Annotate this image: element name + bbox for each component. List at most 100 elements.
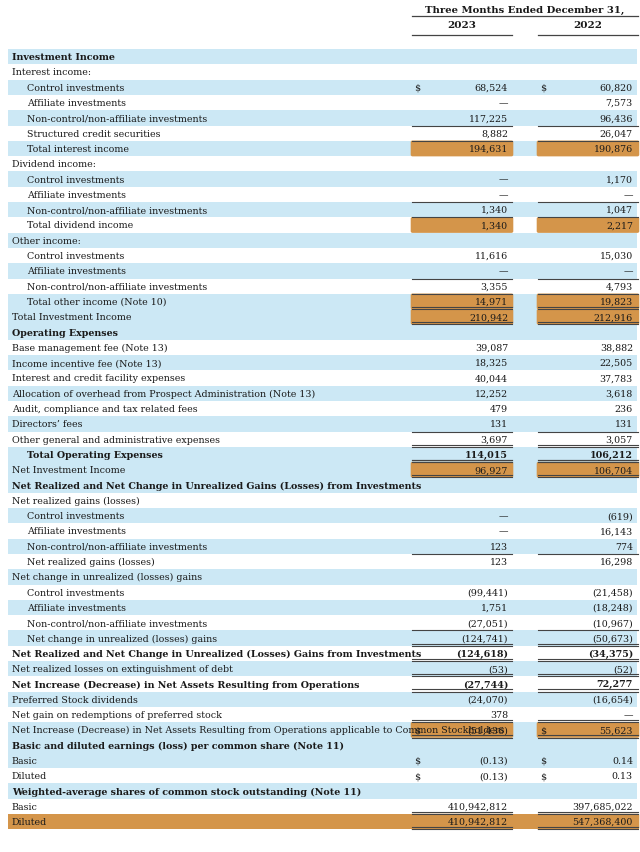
Bar: [8, 539, 637, 555]
Text: 3,057: 3,057: [605, 435, 633, 444]
Text: (53): (53): [488, 665, 508, 673]
Text: Non-control/non-affiliate investments: Non-control/non-affiliate investments: [27, 114, 207, 124]
Text: (124,741): (124,741): [461, 634, 508, 642]
Text: (50,673): (50,673): [592, 634, 633, 642]
Text: $: $: [540, 726, 546, 734]
Bar: [8, 707, 637, 722]
Text: Dividend income:: Dividend income:: [12, 160, 96, 169]
Text: 1,047: 1,047: [606, 206, 633, 215]
FancyBboxPatch shape: [411, 463, 513, 478]
Text: Total Investment Income: Total Investment Income: [12, 313, 131, 322]
Bar: [8, 371, 637, 386]
FancyBboxPatch shape: [411, 814, 513, 830]
Text: Interest income:: Interest income:: [12, 68, 91, 78]
Text: —: —: [499, 511, 508, 521]
Bar: [8, 233, 637, 249]
FancyBboxPatch shape: [537, 309, 639, 325]
Bar: [8, 784, 637, 799]
Text: Non-control/non-affiliate investments: Non-control/non-affiliate investments: [27, 619, 207, 628]
Text: (51,436): (51,436): [467, 726, 508, 734]
Text: Net Realized and Net Change in Unrealized Gains (Losses) from Investments: Net Realized and Net Change in Unrealize…: [12, 481, 421, 490]
Text: 96,927: 96,927: [475, 466, 508, 475]
FancyBboxPatch shape: [537, 294, 639, 310]
Text: Net change in unrealized (losses) gains: Net change in unrealized (losses) gains: [12, 573, 202, 582]
Bar: [8, 50, 637, 66]
Text: 15,030: 15,030: [600, 251, 633, 261]
Bar: [8, 172, 637, 187]
Text: Structured credit securities: Structured credit securities: [27, 130, 161, 139]
Text: 38,882: 38,882: [600, 343, 633, 353]
Bar: [8, 769, 637, 784]
Bar: [8, 447, 637, 463]
Text: 18,325: 18,325: [475, 359, 508, 368]
Bar: [8, 126, 637, 141]
Text: 410,942,812: 410,942,812: [448, 802, 508, 811]
Text: Other income:: Other income:: [12, 237, 81, 245]
Text: Control investments: Control investments: [27, 251, 124, 261]
Text: 3,355: 3,355: [481, 282, 508, 291]
Text: 2,217: 2,217: [606, 222, 633, 230]
Text: 40,044: 40,044: [475, 374, 508, 383]
Text: 11,616: 11,616: [475, 251, 508, 261]
Text: Net gain on redemptions of preferred stock: Net gain on redemptions of preferred sto…: [12, 711, 222, 719]
Bar: [8, 646, 637, 661]
Text: 123: 123: [490, 557, 508, 567]
Text: Diluted: Diluted: [12, 817, 47, 826]
Bar: [8, 692, 637, 707]
Text: 3,618: 3,618: [605, 389, 633, 398]
Text: —: —: [499, 527, 508, 536]
Text: Non-control/non-affiliate investments: Non-control/non-affiliate investments: [27, 206, 207, 215]
Text: $: $: [540, 83, 546, 93]
Bar: [8, 814, 637, 829]
Bar: [8, 753, 637, 769]
Text: Directors’ fees: Directors’ fees: [12, 420, 83, 429]
Text: (27,744): (27,744): [463, 680, 508, 688]
Bar: [8, 569, 637, 584]
Text: Non-control/non-affiliate investments: Non-control/non-affiliate investments: [27, 282, 207, 291]
Text: (0.13): (0.13): [479, 771, 508, 780]
Text: Weighted-average shares of common stock outstanding (Note 11): Weighted-average shares of common stock …: [12, 786, 361, 796]
Text: Total interest income: Total interest income: [27, 145, 129, 153]
Text: Control investments: Control investments: [27, 83, 124, 93]
Text: (16,654): (16,654): [592, 695, 633, 704]
Text: Total other income (Note 10): Total other income (Note 10): [27, 297, 166, 307]
Bar: [8, 157, 637, 172]
Text: 0.14: 0.14: [612, 756, 633, 765]
Text: 1,340: 1,340: [481, 222, 508, 230]
Bar: [8, 218, 637, 233]
FancyBboxPatch shape: [537, 814, 639, 830]
Text: 12,252: 12,252: [475, 389, 508, 398]
Bar: [8, 630, 637, 646]
Text: (34,375): (34,375): [588, 649, 633, 658]
Text: 3,697: 3,697: [481, 435, 508, 444]
Text: Net Realized and Net Change in Unrealized (Losses) Gains from Investments: Net Realized and Net Change in Unrealize…: [12, 649, 421, 658]
FancyBboxPatch shape: [411, 294, 513, 310]
Text: Net realized gains (losses): Net realized gains (losses): [12, 496, 140, 505]
Text: Control investments: Control investments: [27, 511, 124, 521]
Text: Control investments: Control investments: [27, 588, 124, 597]
Bar: [8, 463, 637, 478]
Text: (52): (52): [613, 665, 633, 673]
Text: 190,876: 190,876: [594, 145, 633, 153]
Text: 774: 774: [615, 542, 633, 551]
Text: 210,942: 210,942: [469, 313, 508, 322]
Text: (10,967): (10,967): [592, 619, 633, 628]
Text: 55,623: 55,623: [600, 726, 633, 734]
Text: Allocation of overhead from Prospect Administration (Note 13): Allocation of overhead from Prospect Adm…: [12, 389, 316, 399]
Text: (27,051): (27,051): [467, 619, 508, 628]
Text: $: $: [414, 726, 420, 734]
Text: 8,882: 8,882: [481, 130, 508, 139]
Text: (99,441): (99,441): [467, 588, 508, 597]
Text: 14,971: 14,971: [475, 297, 508, 307]
Bar: [8, 555, 637, 569]
Text: 7,573: 7,573: [605, 99, 633, 108]
Bar: [8, 738, 637, 753]
Text: —: —: [499, 267, 508, 276]
Text: 96,436: 96,436: [600, 114, 633, 124]
Text: 131: 131: [490, 420, 508, 429]
Bar: [8, 264, 637, 279]
Bar: [8, 80, 637, 95]
Text: (0.13): (0.13): [479, 756, 508, 765]
Text: 479: 479: [490, 405, 508, 413]
Text: Operating Expenses: Operating Expenses: [12, 328, 118, 337]
